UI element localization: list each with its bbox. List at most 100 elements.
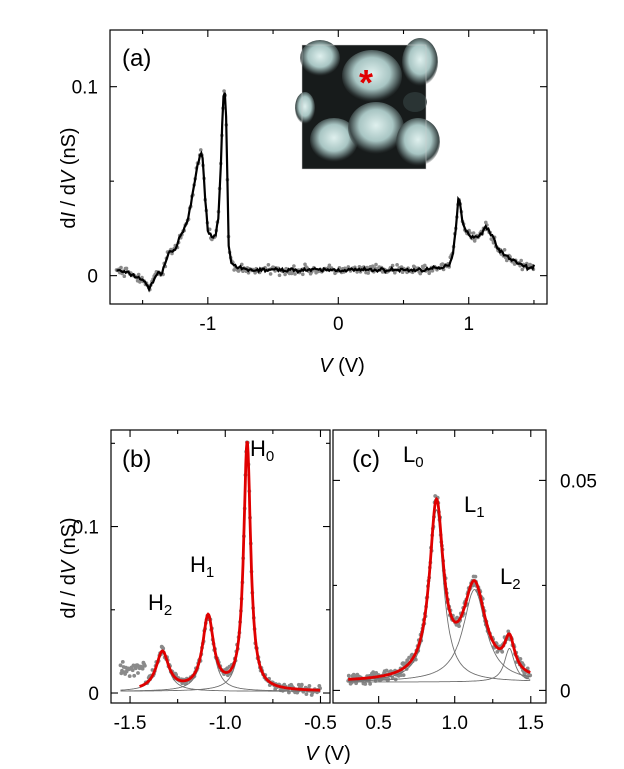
- data-point: [199, 148, 203, 152]
- panel-b-fit-line: [139, 440, 321, 692]
- data-point: [473, 574, 478, 579]
- data-point: [384, 668, 389, 673]
- x-tick-label: 1.0: [442, 713, 468, 734]
- data-point: [127, 674, 132, 678]
- peak-label-l2: L2: [500, 564, 521, 593]
- data-point: [266, 263, 271, 267]
- panel-c: 0.5 1.0 1.5 0 0.05 (c) L0 L1 L2: [332, 429, 597, 734]
- x-tick-label: -1.0: [209, 713, 242, 734]
- y-tick-label: 0.1: [72, 78, 98, 99]
- panel-b-ticks: -1.5 -1.0 -0.5 0 0.1: [73, 430, 337, 734]
- panel-c-label: (c): [352, 446, 380, 473]
- bottom-xlabel: V (V): [305, 743, 351, 765]
- panel-a: -1 0 1 0 0.1 (a) * dI / dV (nS) V (V): [58, 29, 548, 377]
- data-point: [423, 263, 427, 268]
- panel-a-frame: [109, 29, 548, 305]
- component-curve: [348, 647, 531, 683]
- panel-b-components: [120, 443, 321, 692]
- panel-a-data-line: [116, 92, 536, 293]
- component-curve: [120, 443, 321, 692]
- panel-a-ticks: -1 0 1 0 0.1: [72, 30, 547, 335]
- panel-b: -1.5 -1.0 -0.5 0 0.1 (b) H0 H1 H2 dI / dV (n…: [58, 429, 337, 734]
- data-point: [133, 666, 138, 671]
- data-point: [405, 658, 410, 663]
- data-point: [413, 657, 418, 662]
- panel-b-ylabel: dI / dV (nS): [58, 517, 80, 618]
- data-point: [518, 657, 523, 661]
- data-point: [289, 271, 294, 276]
- y-tick-label: 0: [88, 684, 99, 705]
- data-point: [132, 673, 137, 678]
- data-point: [222, 89, 226, 93]
- data-point: [519, 258, 523, 263]
- data-point: [292, 264, 296, 268]
- data-point: [455, 615, 459, 620]
- data-point: [304, 692, 309, 696]
- data-point: [363, 682, 368, 686]
- data-point: [327, 263, 332, 268]
- x-tick-label: 0.5: [365, 713, 391, 734]
- position-marker: *: [359, 62, 373, 103]
- data-point: [277, 273, 282, 278]
- panel-c-ticks: 0.5 1.0 1.5 0 0.05: [333, 430, 597, 734]
- data-point: [268, 272, 273, 276]
- panel-c-frame: [332, 429, 547, 704]
- y-tick-label: 0.05: [560, 471, 597, 492]
- data-point: [346, 673, 351, 678]
- data-point: [293, 272, 297, 276]
- panel-a-label: (a): [122, 45, 151, 72]
- x-tick-label: -1.5: [114, 713, 147, 734]
- panel-b-label: (b): [122, 446, 151, 473]
- data-point: [120, 660, 125, 664]
- data-point: [365, 265, 369, 270]
- panel-a-xlabel: V (V): [319, 355, 365, 377]
- y-tick-label: 0: [560, 681, 571, 702]
- data-point: [495, 650, 500, 654]
- x-tick-label: -1: [199, 314, 216, 335]
- peak-label-h0: H0: [250, 436, 274, 465]
- data-point: [301, 272, 305, 277]
- x-tick-label: 1: [463, 314, 474, 335]
- data-point: [124, 266, 129, 271]
- data-point: [386, 677, 391, 681]
- y-tick-label: 0: [87, 267, 98, 288]
- data-point: [284, 266, 289, 271]
- y-tick-label: 0.1: [73, 518, 99, 539]
- data-point: [400, 270, 405, 275]
- peak-label-h1: H1: [190, 552, 214, 581]
- data-point: [457, 624, 461, 628]
- data-point: [241, 269, 245, 274]
- data-point: [471, 231, 476, 235]
- data-point: [366, 271, 371, 275]
- peak-label-l0: L0: [403, 442, 424, 471]
- data-point: [390, 675, 395, 680]
- data-point: [143, 663, 147, 668]
- data-point: [374, 262, 378, 267]
- peak-label-l1: L1: [464, 492, 485, 521]
- data-point: [502, 248, 507, 252]
- data-point: [136, 671, 140, 675]
- data-point: [246, 271, 251, 275]
- data-point: [472, 239, 477, 243]
- data-point: [430, 269, 435, 273]
- data-point: [118, 663, 123, 668]
- data-point: [299, 682, 304, 687]
- data-point: [307, 684, 312, 688]
- x-tick-label: -0.5: [304, 713, 337, 734]
- data-point: [122, 274, 127, 279]
- data-point: [520, 267, 525, 272]
- panel-c-fit-line: [348, 496, 531, 681]
- panel-b-frame: [110, 429, 331, 704]
- data-point: [140, 666, 145, 671]
- x-tick-label: 0: [333, 314, 344, 335]
- data-point: [136, 272, 141, 277]
- peak-label-h2: H2: [148, 590, 172, 619]
- data-point: [401, 673, 406, 677]
- panel-a-ylabel: dI / dV (nS): [58, 127, 80, 228]
- data-point: [500, 649, 505, 654]
- data-point: [283, 272, 287, 277]
- data-point: [357, 265, 362, 269]
- data-point: [130, 668, 135, 673]
- x-tick-label: 1.5: [518, 713, 544, 734]
